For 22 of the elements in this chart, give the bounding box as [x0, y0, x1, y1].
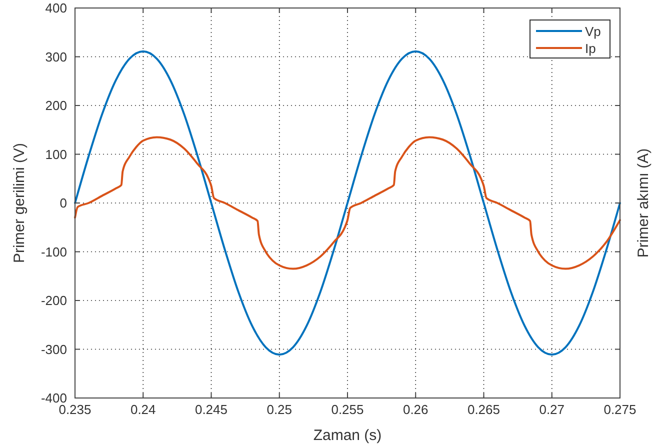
legend-label: Ip: [585, 41, 596, 56]
x-tick-label: 0.26: [402, 402, 428, 417]
x-axis-title: Zaman (s): [313, 427, 382, 444]
y-tick-label: -100: [40, 244, 67, 260]
x-tick-label: 0.265: [467, 402, 500, 417]
y-tick-label: -300: [40, 342, 67, 357]
y2-axis-title: Primer akımı (A): [635, 148, 652, 258]
y-tick-label: -200: [40, 293, 67, 308]
x-tick-label: 0.255: [331, 402, 364, 417]
y-axis-title: Primer gerilimi (V): [11, 142, 28, 263]
x-tick-label: 0.275: [604, 402, 636, 417]
x-tick-label: 0.25: [266, 402, 292, 417]
x-tick-label: 0.245: [194, 402, 228, 417]
y-tick-label: 100: [45, 146, 67, 162]
y-tick-label: 400: [45, 0, 67, 16]
y-tick-label: 200: [45, 98, 67, 113]
legend-label: Vp: [585, 24, 601, 39]
y-tick-label: 0: [60, 196, 67, 210]
x-tick-label: 0.24: [130, 402, 156, 417]
x-tick-label: 0.27: [539, 402, 565, 417]
y-tick-label: 300: [45, 49, 67, 64]
line-series: [74, 136, 621, 270]
